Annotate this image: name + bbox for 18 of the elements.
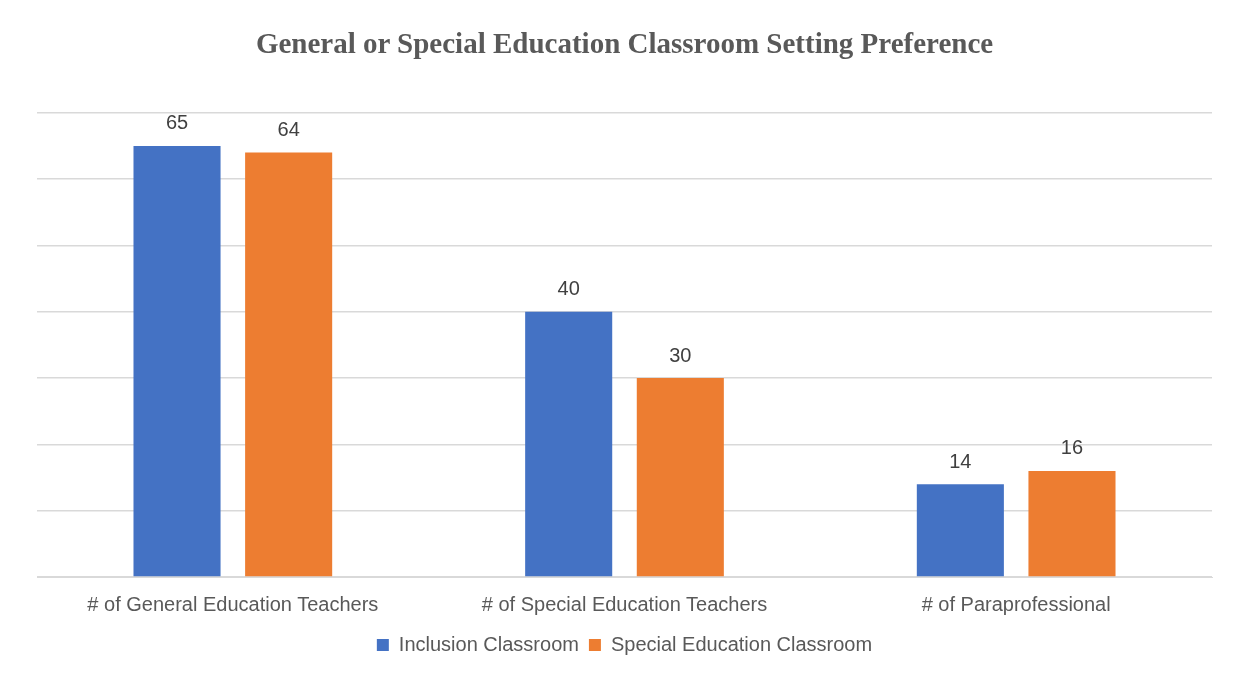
x-tick-label: # of Special Education Teachers [481,592,768,615]
data-label: 64 [277,118,300,141]
bar [1028,470,1116,577]
bar [245,152,333,577]
bar [525,311,613,577]
data-label: 16 [1060,436,1084,459]
bar [636,378,724,577]
x-tick-label: # of General Education Teachers [87,592,379,615]
chart-title: General or Special Education Classroom Setting Preference [255,26,994,59]
x-tick-label: # of Paraprofessional [921,592,1111,615]
data-label: 14 [949,449,972,472]
legend-label: Special Education Classroom [610,632,873,655]
data-label: 65 [165,111,189,134]
data-label: 40 [557,277,580,300]
data-label: 30 [669,343,692,366]
bar [133,145,221,577]
legend-label: Inclusion Classroom [398,632,579,655]
bar [916,484,1004,577]
